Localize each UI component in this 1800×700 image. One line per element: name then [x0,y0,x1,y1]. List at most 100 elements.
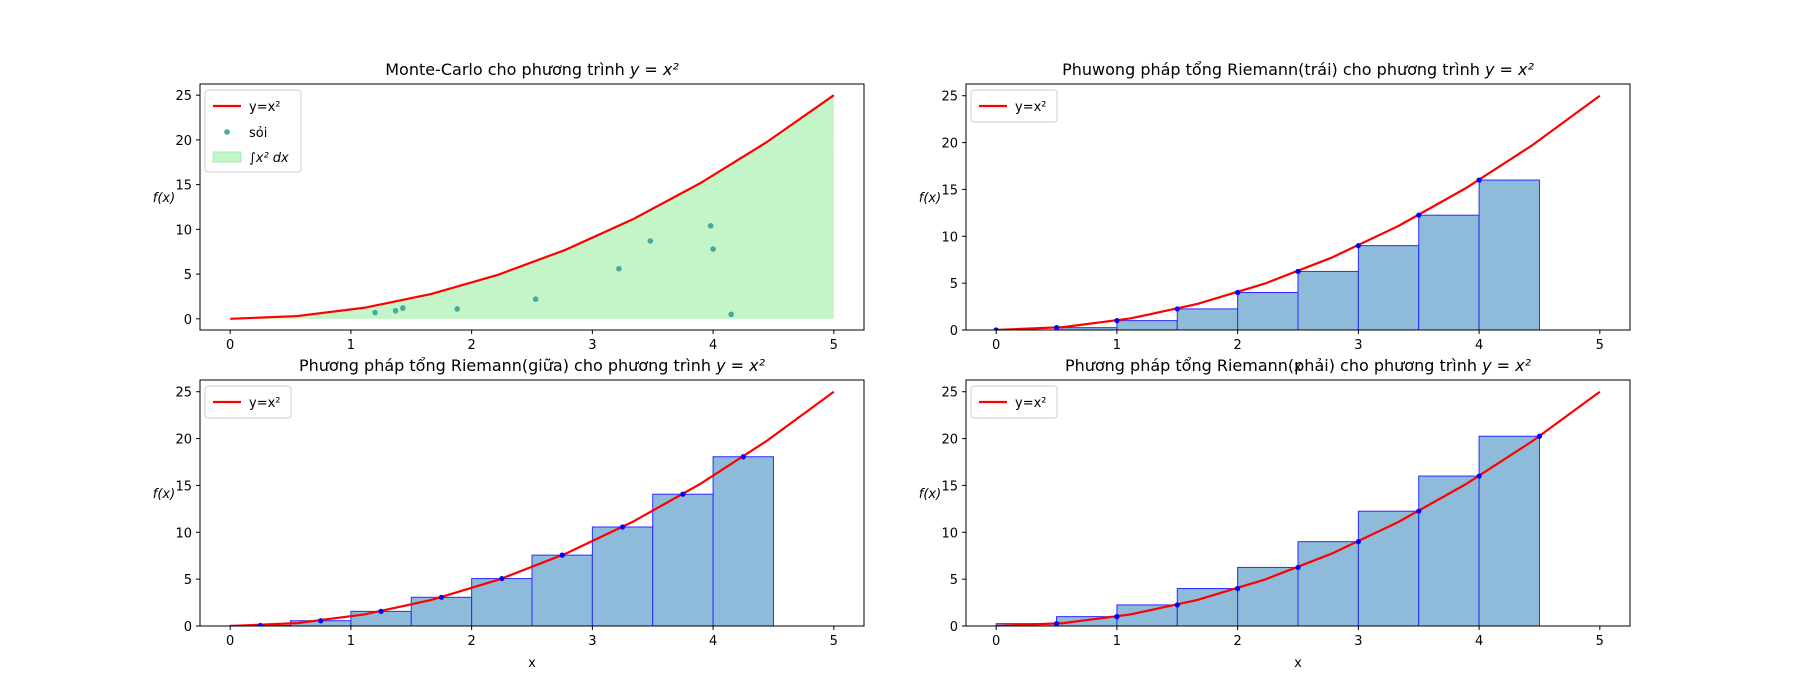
sample-point [1355,539,1361,545]
y-tick-label: 0 [950,620,958,635]
chart-title: Phuwong pháp tổng Riemann(trái) cho phươ… [1062,60,1534,79]
legend-label-curve: y=x² [1015,100,1047,115]
x-tick-label: 4 [709,634,717,649]
y-tick-label: 0 [184,313,192,328]
x-tick-label: 3 [1354,338,1362,353]
sample-point [1476,473,1482,479]
legend: y=x² [204,385,292,419]
legend-label-area: ∫x² dx [249,151,289,166]
legend-point-swatch [224,129,230,135]
x-tick-label: 4 [709,338,717,353]
chart-title-math: y = x² [715,356,766,375]
y-tick-label: 25 [175,89,192,104]
riemann-bar [1478,435,1540,626]
x-axis-label: x [1294,656,1302,671]
riemann-bar [1357,245,1420,330]
sample-point [1114,318,1120,324]
x-tick-label: 4 [1475,634,1483,649]
x-tick-label: 3 [588,634,596,649]
sample-point [1053,621,1060,626]
riemann-bar [1116,320,1178,330]
subplot-3: 0 1 2 3 4 5 0 5 10 15 20 25 Phương pháp tổng Riemann… [153,356,865,671]
chart-title: Monte-Carlo cho phương trình y = x² [385,60,679,79]
y-tick-label: 0 [950,324,958,339]
x-tick-label: 0 [226,634,234,649]
y-tick-label: 10 [175,223,192,238]
x-tick-label: 5 [1596,634,1604,649]
chart-title-text: Phương pháp tổng Riemann(phải) cho phươn… [1065,356,1482,375]
sample-point [1355,243,1361,249]
x-axis-label: x [528,656,536,671]
sample-point [438,594,445,600]
riemann-bar [1418,214,1480,330]
chart-title-math: y = x² [1484,60,1535,79]
curve-line [230,390,835,626]
y-tick-label: 25 [941,386,958,401]
y-tick-label: 15 [175,179,192,194]
chart-title: Phương pháp tổng Riemann(phải) cho phươn… [1065,356,1532,375]
riemann-bar [1176,588,1239,626]
y-tick-label: 15 [175,479,192,494]
pebble-point [710,246,716,252]
riemann-bar [1478,179,1540,330]
pebble-point [454,306,460,312]
y-axis-label: f(x) [153,191,175,206]
riemann-bar [471,578,533,626]
legend-box [204,385,292,419]
legend-label-curve: y=x² [1015,396,1047,411]
x-tick-label: 5 [830,634,838,649]
y-tick-label: 20 [941,137,958,152]
sample-point [1174,306,1180,312]
axes-frame [199,379,865,627]
sample-point [378,608,384,614]
sample-point [1235,585,1241,592]
x-tick-label: 1 [1113,634,1121,649]
riemann-bar [531,554,593,626]
riemann-bar [712,456,774,626]
x-tick-label: 4 [1475,338,1483,353]
x-tick-label: 2 [467,338,475,353]
x-tick-label: 3 [588,338,596,353]
plot-area [230,94,835,320]
plot-area [993,94,1601,330]
x-tick-label: 2 [1233,338,1241,353]
x-axis-label: x [1294,360,1302,375]
sample-point [1174,602,1180,608]
legend: y=x² sỏi ∫x² dx [204,89,302,173]
legend-box [970,89,1058,123]
sample-point [1235,289,1241,296]
x-tick-label: 1 [347,634,355,649]
sample-point [1536,433,1543,439]
pebble-point [707,222,714,229]
x-tick-label: 5 [830,338,838,353]
y-tick-label: 10 [941,526,958,541]
pebble-point [532,296,539,302]
pebble-point [400,305,406,311]
x-tick-label: 2 [1233,634,1241,649]
sample-point [257,622,263,626]
chart-title-text: Monte-Carlo cho phương trình [385,60,630,79]
x-tick-label: 0 [992,634,1000,649]
legend-label-curve: y=x² [249,396,281,411]
x-tick-label: 0 [992,338,1000,353]
riemann-bar [1418,475,1480,626]
plot-area [995,390,1601,626]
chart-title: Phương pháp tổng Riemann(giữa) cho phươn… [299,356,766,375]
x-tick-label: 1 [1113,338,1121,353]
sample-point [499,575,505,582]
y-tick-label: 5 [950,277,958,292]
chart-title-text: Phuwong pháp tổng Riemann(trái) cho phươ… [1062,60,1485,79]
legend: y=x² [970,385,1058,419]
y-tick-label: 15 [941,479,958,494]
riemann-bar [652,493,714,626]
integral-area [230,95,834,319]
subplot-4: 0 1 2 3 4 5 0 5 10 15 20 25 Phương pháp tổng Riemann… [919,356,1631,671]
chart-title-math: y = x² [1481,356,1532,375]
y-axis-label: f(x) [919,487,941,502]
axes-frame [965,379,1631,627]
y-tick-label: 5 [950,573,958,588]
riemann-bar [1176,308,1239,330]
x-tick-label: 3 [1354,634,1362,649]
y-tick-label: 20 [941,433,958,448]
